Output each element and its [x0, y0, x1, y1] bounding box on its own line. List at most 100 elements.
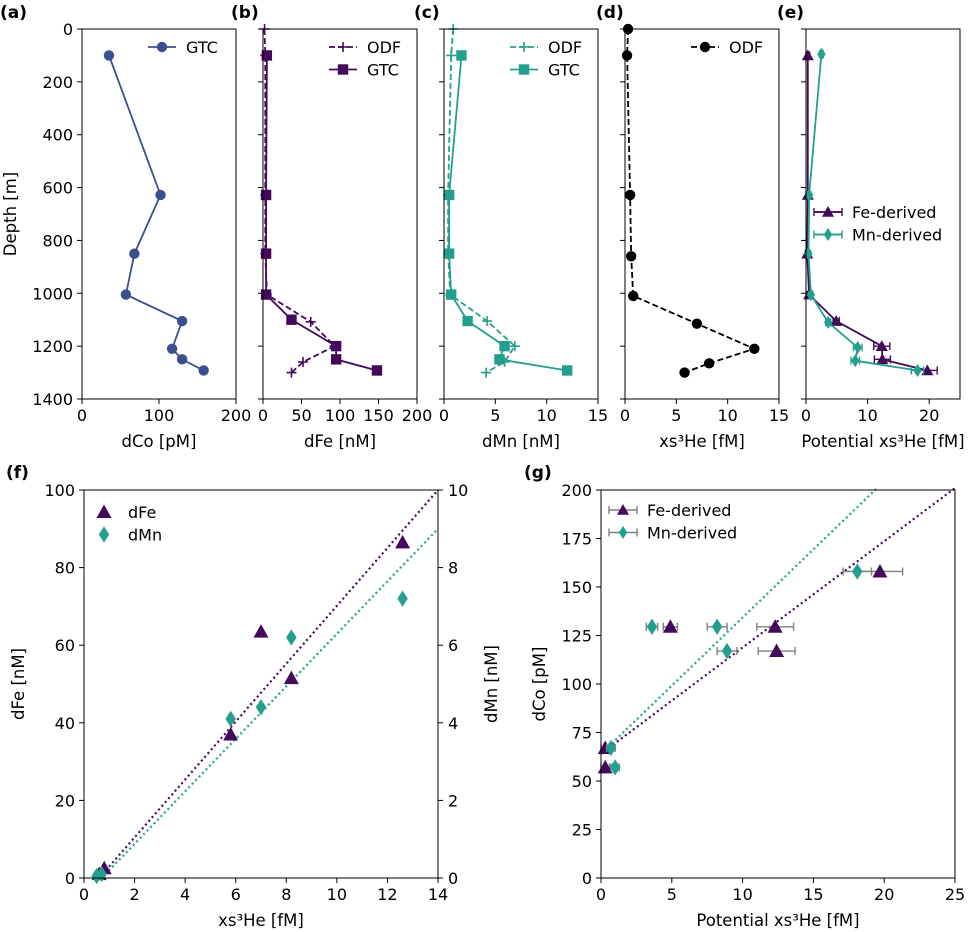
- panel-label: (c): [414, 3, 440, 23]
- y-tick-label: 800: [42, 231, 73, 250]
- data-point-circle: [129, 248, 140, 259]
- data-point-circle: [691, 318, 703, 329]
- y-tick-label: 100: [44, 481, 75, 500]
- x-tick-label: 0: [439, 406, 449, 425]
- x-tick-label: 50: [291, 406, 311, 425]
- y-tick-label: 80: [55, 559, 75, 578]
- y-tick-label: 0: [582, 869, 592, 888]
- x-tick-label: 0: [801, 406, 811, 425]
- y-tick-label: 60: [55, 636, 75, 655]
- y-tick-label: 200: [561, 481, 592, 500]
- data-point-circle: [621, 50, 633, 61]
- y-tick-label: 1200: [32, 337, 73, 356]
- y-tick-label: 25: [572, 821, 592, 840]
- y-tick-label: 100: [561, 675, 592, 694]
- data-point-circle: [103, 50, 115, 61]
- panel-c: (c) 0 5 10 15 dMn [nM] ODF GTC: [414, 3, 608, 451]
- x-tick-label: 5: [671, 406, 681, 425]
- legend-marker-square: [337, 64, 349, 75]
- data-point-triangle: [767, 619, 783, 633]
- panel-g: (g) 0 5 10 15 20 25 Potential xs³He [fM] 0 25 50 75…: [524, 463, 965, 930]
- series-Mn-derived: [605, 563, 873, 776]
- x-tick-label: 20: [919, 406, 939, 425]
- x-tick-label: 10: [536, 406, 556, 425]
- x-axis-label: dMn [nM]: [482, 432, 560, 451]
- legend-label: Fe-derived: [852, 203, 936, 222]
- data-point-diamond: [225, 710, 236, 728]
- x-tick-label: 0: [77, 406, 87, 425]
- fit-line-dMn: [100, 528, 439, 879]
- axes-frame: [443, 28, 599, 400]
- y2-tick-label: 0: [448, 869, 458, 888]
- data-point-triangle: [253, 624, 269, 638]
- y-axis-label: Depth [m]: [1, 172, 20, 256]
- fit-line-Mn-derived: [600, 487, 878, 755]
- data-point-diamond: [851, 354, 860, 368]
- data-point-plus: [509, 341, 520, 352]
- data-point-diamond: [806, 288, 816, 302]
- data-point-square: [330, 354, 342, 365]
- data-point-diamond: [711, 618, 723, 635]
- x-tick-label: 10: [857, 406, 877, 425]
- y-tick-label: 600: [42, 179, 73, 198]
- legend-marker-diamond: [98, 526, 110, 543]
- y-tick-label: 125: [561, 627, 592, 646]
- data-point-square: [494, 354, 505, 365]
- legend-marker-triangle: [822, 206, 834, 217]
- panel-d: (d) 0 5 10 15 xs³He [fM] ODF: [596, 3, 789, 451]
- y-tick-label: 1400: [32, 390, 73, 409]
- legend-marker-triangle: [617, 504, 629, 515]
- y-tick-label: 50: [572, 772, 592, 791]
- data-point-triangle: [283, 670, 299, 685]
- x-tick-label: 14: [428, 885, 448, 904]
- data-point-plus: [446, 50, 457, 61]
- y-tick-label: 1000: [32, 284, 73, 303]
- series-dMn: [91, 590, 408, 885]
- axes-frame: [805, 28, 961, 400]
- data-point-square: [443, 248, 455, 259]
- data-point-diamond: [646, 618, 658, 635]
- series-Mn-derived: [804, 47, 925, 377]
- x-axis-label: Potential xs³He [fM]: [696, 911, 859, 930]
- legend-marker-diamond: [823, 228, 833, 241]
- y2-axis-label: dMn [nM]: [482, 645, 501, 723]
- data-point-plus: [481, 367, 492, 378]
- x-tick-label: 25: [945, 885, 965, 904]
- axes-frame: [83, 489, 439, 879]
- data-point-square: [443, 189, 455, 201]
- legend-marker-diamond: [618, 526, 628, 539]
- data-point-plus: [482, 316, 493, 327]
- fit-line-Fe-derived: [600, 487, 956, 755]
- axes-frame: [262, 28, 418, 400]
- panel-b: (b) 0 50 100 150 200 dFe [nM] ODF GTC: [231, 3, 432, 451]
- data-point-square: [260, 189, 272, 201]
- legend-label: ODF: [548, 38, 582, 57]
- data-point-triangle: [223, 726, 239, 741]
- data-point-circle: [679, 367, 690, 378]
- series-dFe: [91, 534, 411, 881]
- series-Fe-derived: [597, 563, 904, 774]
- x-axis-label: dFe [nM]: [304, 432, 376, 451]
- x-tick-label: 12: [377, 885, 397, 904]
- series-line: [263, 28, 337, 374]
- y-axis-label: dCo [pM]: [530, 647, 549, 722]
- x-tick-label: 15: [769, 406, 789, 425]
- legend: Fe-derived Mn-derived: [813, 203, 942, 245]
- data-point-circle: [166, 343, 178, 354]
- legend-label: dMn: [128, 526, 162, 545]
- x-axis-label: xs³He [fM]: [218, 911, 304, 930]
- y-tick-label: 0: [65, 869, 75, 888]
- legend-marker-plus: [338, 42, 348, 52]
- y-tick-label: 175: [561, 530, 592, 549]
- legend: dFe dMn: [96, 503, 162, 545]
- x-tick-label: 150: [363, 406, 394, 425]
- data-point-square: [462, 315, 473, 327]
- y2-tick-label: 6: [448, 636, 458, 655]
- series-GTC: [443, 50, 573, 376]
- x-tick-label: 5: [490, 406, 500, 425]
- y-tick-label: 20: [55, 791, 75, 810]
- legend-marker-plus: [519, 42, 529, 52]
- legend-label: Mn-derived: [852, 226, 942, 245]
